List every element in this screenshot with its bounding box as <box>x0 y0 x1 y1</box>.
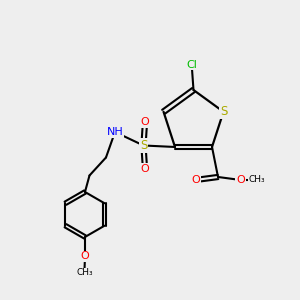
Text: O: O <box>191 175 200 185</box>
Text: Cl: Cl <box>187 59 197 70</box>
Text: S: S <box>220 105 227 118</box>
Text: O: O <box>141 164 149 174</box>
Text: NH: NH <box>106 127 123 137</box>
Text: O: O <box>236 175 245 185</box>
Text: O: O <box>141 117 149 127</box>
Text: S: S <box>140 139 147 152</box>
Text: CH₃: CH₃ <box>249 176 265 184</box>
Text: O: O <box>81 251 89 262</box>
Text: CH₃: CH₃ <box>76 268 93 278</box>
